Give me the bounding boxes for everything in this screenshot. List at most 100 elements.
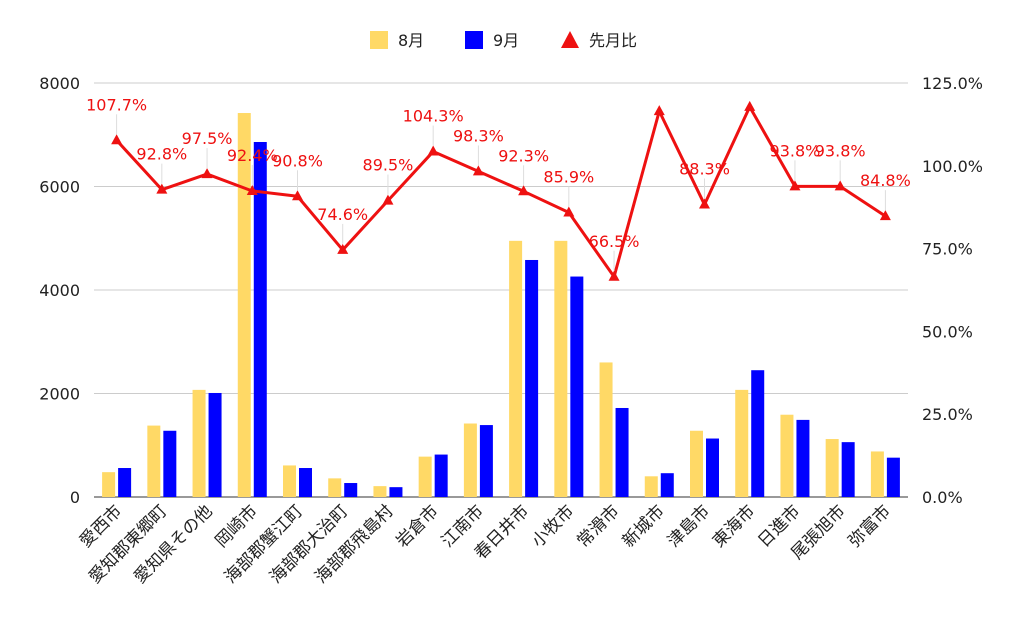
bar-sep	[706, 438, 719, 497]
ratio-marker	[201, 168, 213, 179]
ratio-data-label: 98.3%	[453, 126, 504, 145]
left-tick-label: 2000	[39, 385, 80, 404]
bar-sep	[299, 468, 312, 497]
ratio-data-label: 88.3%	[679, 160, 730, 179]
ratio-data-label: 93.8%	[815, 141, 866, 160]
ratio-marker	[608, 270, 620, 281]
right-axis-ticks: 0.0% 25.0% 50.0% 75.0% 100.0% 125.0%	[922, 74, 983, 507]
right-tick-label: 75.0%	[922, 240, 973, 259]
category-label: 小牧市	[528, 501, 578, 551]
bar-sep	[525, 259, 539, 497]
bar-sep	[344, 483, 358, 497]
ratio-data-label: 93.8%	[770, 141, 821, 160]
ratio-data-label: 104.3%	[403, 107, 464, 126]
right-tick-label: 50.0%	[922, 322, 973, 341]
right-tick-label: 25.0%	[922, 405, 973, 424]
ratio-data-label: 92.4%	[227, 146, 278, 165]
bar-sep	[479, 425, 493, 497]
ratio-data-label: 66.5%	[589, 232, 640, 251]
ratio-marker	[518, 185, 530, 196]
bar-sep	[434, 454, 448, 497]
bar-sep	[389, 487, 403, 497]
bar-aug	[599, 362, 613, 497]
ratio-marker	[337, 243, 349, 254]
ratio-data-label: 74.6%	[317, 205, 368, 224]
bar-sep	[118, 468, 132, 497]
bar-sep	[615, 407, 629, 497]
bar-aug	[463, 423, 477, 497]
left-tick-label: 6000	[39, 178, 80, 197]
ratio-marker	[427, 145, 439, 156]
bar-sep	[163, 430, 177, 497]
ratio-line-path	[115, 105, 887, 279]
ratio-marker	[744, 100, 756, 111]
bar-sep	[841, 442, 855, 497]
bar-aug	[283, 465, 296, 497]
bar-aug	[418, 456, 432, 497]
ratio-marker	[472, 165, 484, 176]
ratio-line	[111, 100, 891, 281]
ratio-data-label: 92.8%	[136, 145, 187, 164]
right-tick-label: 100.0%	[922, 157, 983, 176]
ratio-marker	[111, 134, 123, 145]
bar-sep	[208, 392, 222, 497]
bar-aug	[554, 240, 568, 497]
bar-aug	[237, 113, 251, 497]
ratio-marker	[789, 180, 801, 191]
legend-label: 9月	[493, 31, 519, 50]
ratio-data-label: 107.7%	[86, 95, 147, 114]
bar-sep	[796, 419, 810, 497]
bar-sep	[253, 141, 267, 497]
legend-swatch	[465, 31, 483, 49]
ratio-marker	[563, 206, 575, 217]
ratio-marker	[246, 184, 258, 195]
bar-sep	[886, 457, 900, 497]
left-tick-label: 8000	[39, 74, 80, 93]
ratio-marker	[699, 198, 710, 209]
right-tick-label: 125.0%	[922, 74, 983, 93]
ratio-marker	[879, 210, 891, 221]
category-label: 弥富市	[845, 501, 895, 551]
ratio-data-label: 89.5%	[363, 156, 414, 175]
bar-aug	[509, 240, 523, 497]
bar-sep	[660, 473, 674, 497]
bar-aug	[825, 439, 839, 497]
bar-aug	[780, 414, 794, 497]
bars	[102, 113, 900, 497]
category-label: 新城市	[619, 501, 669, 551]
right-tick-label: 0.0%	[922, 488, 963, 507]
ratio-data-label: 92.3%	[498, 146, 549, 165]
bar-aug	[147, 425, 161, 497]
ratio-marker	[156, 183, 168, 194]
bar-aug	[192, 389, 206, 497]
category-label: 常滑市	[573, 501, 623, 551]
legend: 8月 9月 先月比	[370, 31, 637, 50]
bar-aug	[102, 472, 116, 497]
category-label: 津島市	[664, 501, 714, 551]
gridlines	[94, 82, 908, 498]
ratio-marker	[834, 180, 846, 191]
legend-swatch	[370, 31, 388, 49]
bar-aug	[373, 486, 387, 497]
ratio-data-label: 90.8%	[272, 151, 323, 170]
left-tick-label: 4000	[39, 281, 80, 300]
bar-sep	[751, 370, 765, 497]
legend-label: 8月	[398, 31, 424, 50]
ratio-marker	[653, 105, 665, 116]
category-label: 岩倉市	[392, 501, 442, 551]
bar-aug	[644, 476, 658, 497]
left-axis-ticks: 0 2000 4000 6000 8000	[39, 74, 80, 507]
left-tick-label: 0	[70, 488, 80, 507]
bar-aug	[735, 389, 749, 497]
ratio-data-label: 85.9%	[543, 167, 594, 186]
data-labels: 107.7% 92.8%97.5%92.4%90.8% 74.6% 89.5% 104.…	[86, 95, 911, 271]
legend-label: 先月比	[589, 31, 637, 50]
ratio-data-label: 84.8%	[860, 171, 911, 190]
ratio-data-label: 97.5%	[182, 129, 233, 148]
ratio-marker	[292, 190, 303, 201]
bar-sep	[570, 276, 584, 497]
bar-aug	[690, 430, 703, 497]
category-labels: 愛西市愛知郡東郷町愛知県その他岡崎市海部郡蟹江町海部郡大治町海部郡飛島村岩倉市江…	[76, 501, 895, 587]
